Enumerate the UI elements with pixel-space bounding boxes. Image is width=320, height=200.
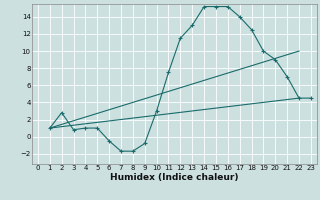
X-axis label: Humidex (Indice chaleur): Humidex (Indice chaleur)	[110, 173, 239, 182]
